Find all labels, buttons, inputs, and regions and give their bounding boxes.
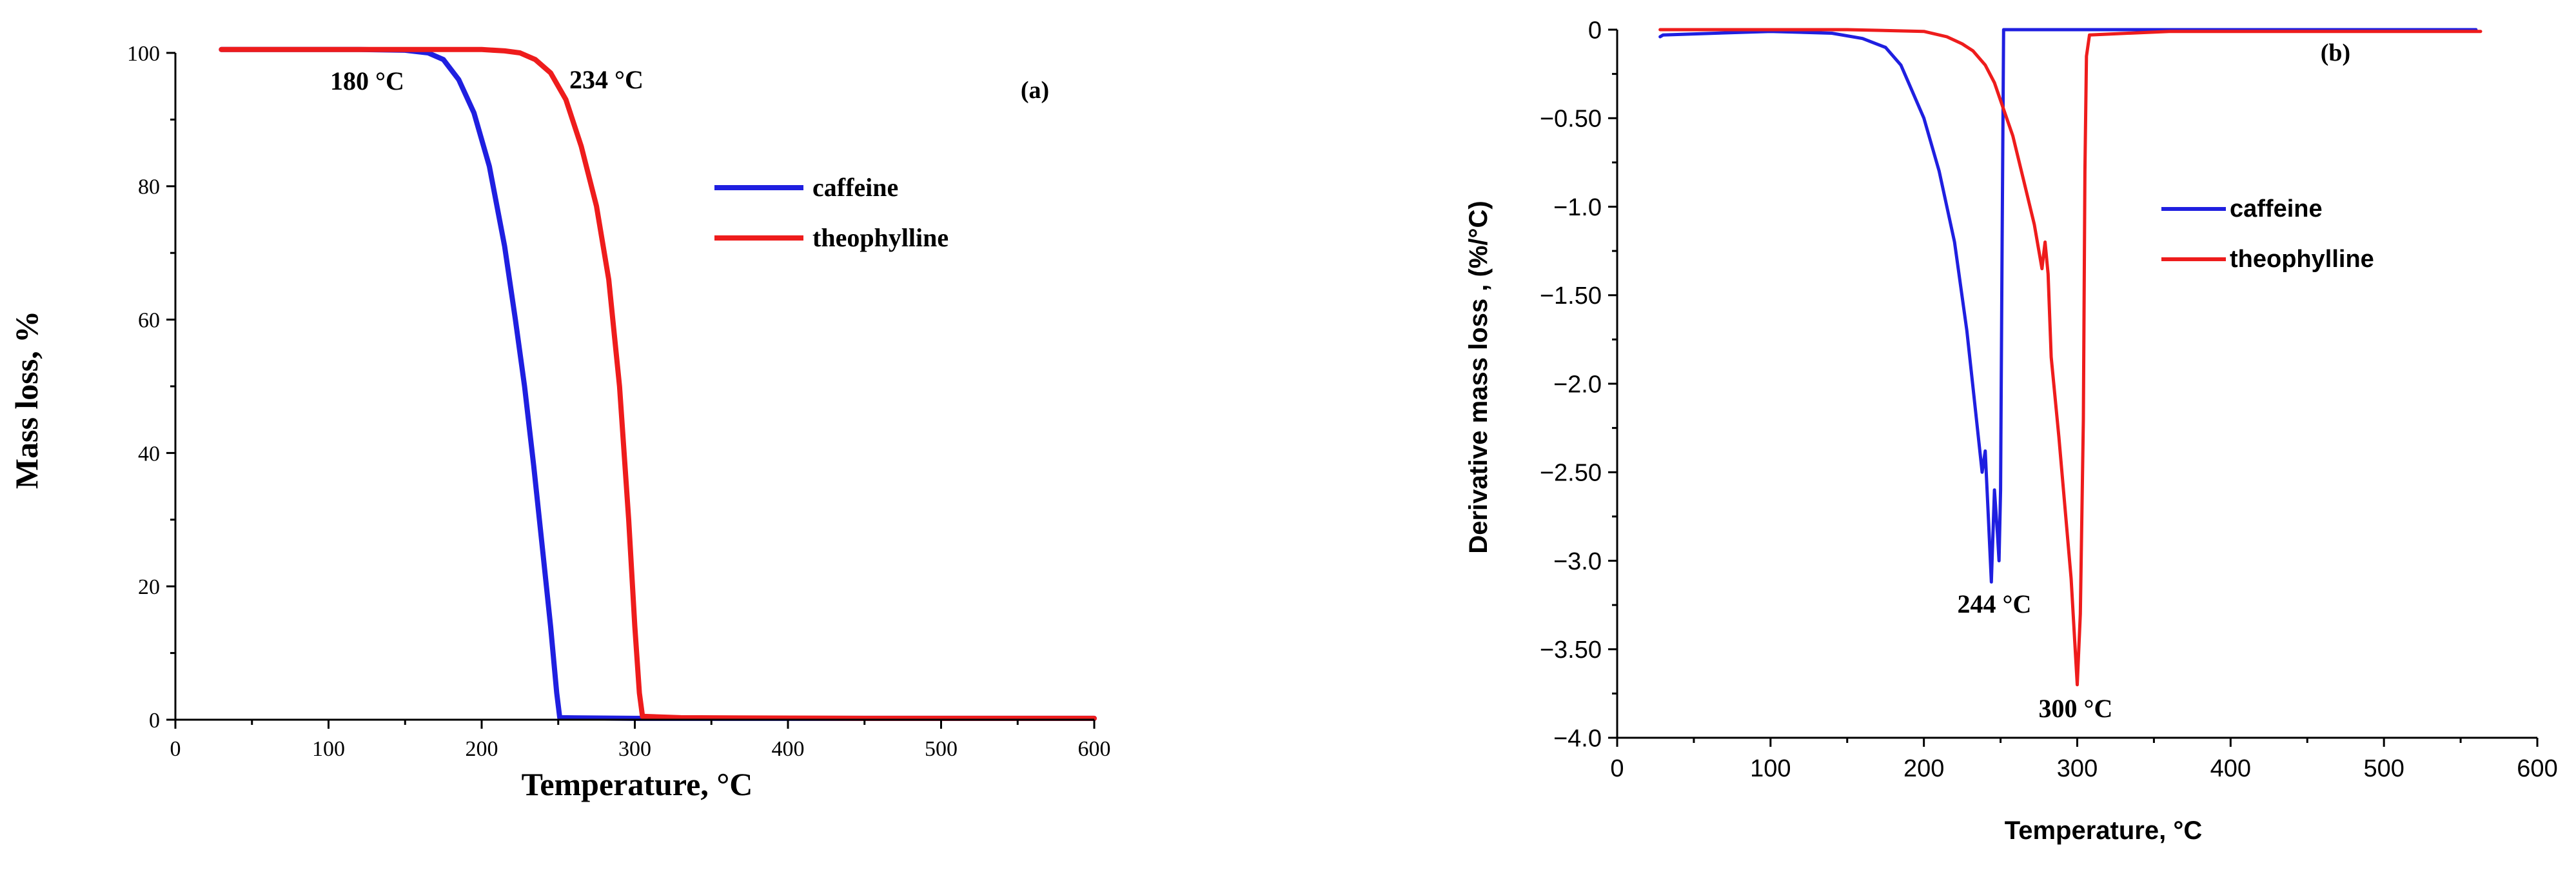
series-line-theophylline xyxy=(1658,28,2483,687)
panel-a-x-axis-label: Temperature, °C xyxy=(522,766,753,802)
panel-a-axes xyxy=(166,52,1096,729)
x-tick-label: 100 xyxy=(1750,755,1791,782)
y-tick-label: −0.50 xyxy=(1540,106,1602,133)
x-tick-label: 300 xyxy=(2057,755,2098,782)
x-tick-label: 400 xyxy=(2210,755,2251,782)
panel-a-tick-labels: 0 100 200 300 400 500 600 0 20 40 60 80 100 xyxy=(127,42,1111,761)
panel-a-label: (a) xyxy=(1021,77,1049,104)
panel-b-annotation-244: 244 °C xyxy=(1958,589,2032,618)
panel-b-annotation-300: 300 °C xyxy=(2039,694,2113,723)
panel-a-legend-theophylline: theophylline xyxy=(812,223,949,252)
y-tick-label: −1.50 xyxy=(1540,282,1602,310)
panel-b-legend: caffeine theophylline xyxy=(2161,195,2374,273)
panel-b-tick-labels: 0 100 200 300 400 500 600 0 −0.50 −1.0 −1.50 −2.0 −2… xyxy=(1540,17,2558,782)
x-tick-label: 300 xyxy=(618,737,651,761)
series-line-theophylline xyxy=(219,46,1097,721)
y-tick-label: −2.0 xyxy=(1553,371,1602,398)
x-tick-label: 0 xyxy=(170,737,181,761)
panel-b-y-axis-label: Derivative mass loss , (%/°C) xyxy=(1464,201,1493,553)
panel-b-plot-lines xyxy=(1658,28,2483,687)
panel-b-axes xyxy=(1608,28,2539,747)
panel-b-label: (b) xyxy=(2321,39,2350,66)
x-tick-label: 600 xyxy=(1078,737,1111,761)
panel-a: 0 100 200 300 400 500 600 0 20 40 60 80 100 (a) 180 … xyxy=(8,42,1111,802)
panel-a-legend: caffeine theophylline xyxy=(714,173,949,252)
y-tick-label: −3.0 xyxy=(1553,548,1602,575)
panel-a-legend-caffeine: caffeine xyxy=(812,173,898,202)
panel-b-legend-theophylline: theophylline xyxy=(2230,246,2374,273)
y-tick-label: 60 xyxy=(138,309,160,333)
series-line-caffeine xyxy=(1658,28,2478,584)
panel-b: 0 100 200 300 400 500 600 0 −0.50 −1.0 −1.50 −2.0 −2… xyxy=(1464,17,2558,845)
x-tick-label: 500 xyxy=(2363,755,2404,782)
x-tick-label: 400 xyxy=(772,737,805,761)
y-tick-label: 40 xyxy=(138,442,160,466)
panel-a-plot-lines xyxy=(219,46,1097,721)
y-tick-label: −3.50 xyxy=(1540,637,1602,664)
panel-b-x-axis-label: Temperature, °C xyxy=(2005,816,2202,845)
x-tick-label: 200 xyxy=(1903,755,1944,782)
series-line-caffeine xyxy=(219,46,1097,721)
x-tick-label: 200 xyxy=(466,737,498,761)
x-tick-label: 0 xyxy=(1610,755,1624,782)
y-tick-label: 0 xyxy=(149,709,160,733)
x-tick-label: 100 xyxy=(312,737,345,761)
panel-a-annotation-234: 234 °C xyxy=(569,65,644,94)
y-tick-label: 100 xyxy=(127,42,160,66)
y-tick-label: 20 xyxy=(138,575,160,599)
panel-a-y-axis-label: Mass loss, % xyxy=(8,311,44,489)
x-tick-label: 600 xyxy=(2517,755,2557,782)
y-tick-label: −1.0 xyxy=(1553,194,1602,221)
y-tick-label: −4.0 xyxy=(1553,725,1602,752)
y-tick-label: −2.50 xyxy=(1540,460,1602,487)
x-tick-label: 500 xyxy=(925,737,958,761)
y-tick-label: 80 xyxy=(138,175,160,199)
panel-a-annotation-180: 180 °C xyxy=(330,66,404,95)
panel-b-legend-caffeine: caffeine xyxy=(2230,195,2323,222)
y-tick-label: 0 xyxy=(1588,17,1602,44)
